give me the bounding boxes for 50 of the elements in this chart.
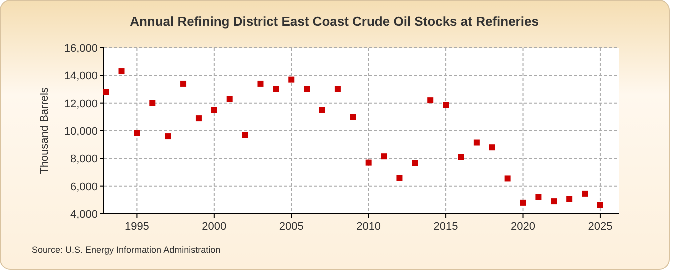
y-tick-label: 6,000: [70, 181, 98, 194]
x-tick-label: 2000: [202, 221, 227, 233]
point: [350, 114, 356, 120]
point: [428, 98, 434, 104]
point: [118, 68, 125, 75]
y-tick-label: 14,000: [64, 70, 98, 83]
y-tick-label: 12,000: [64, 98, 98, 110]
point: [211, 107, 218, 114]
point: [396, 175, 403, 182]
y-axis-title: Thousand Barrels: [39, 87, 51, 174]
point: [242, 132, 248, 138]
point: [150, 100, 156, 106]
x-tick-label: 2005: [279, 221, 304, 233]
point: [412, 160, 418, 167]
point: [474, 140, 480, 146]
point: [520, 200, 526, 206]
point: [504, 176, 511, 182]
point: [334, 86, 341, 92]
x-tick-label: 2025: [588, 221, 613, 233]
point: [489, 144, 496, 151]
x-tick-label: 2020: [511, 221, 536, 233]
point: [458, 154, 464, 160]
point: [566, 196, 573, 202]
point: [366, 160, 372, 166]
point: [180, 80, 187, 87]
x-tick-label: 1995: [124, 221, 150, 233]
source-note: Source: U.S. Energy Information Administration: [32, 245, 221, 255]
x-tick-label: 2010: [356, 221, 382, 233]
point: [196, 116, 202, 122]
y-tick-label: 8,000: [70, 154, 98, 166]
point: [288, 76, 295, 83]
point: [304, 86, 310, 92]
point: [443, 102, 450, 108]
point: [165, 134, 172, 140]
point: [597, 202, 604, 208]
point: [551, 198, 558, 205]
y-tick-label: 10,000: [64, 126, 98, 138]
point: [226, 96, 233, 102]
point: [320, 107, 326, 114]
point: [258, 80, 264, 87]
chart-title: Annual Refining District East Coast Crude Oil Stocks at Refineries: [130, 14, 539, 29]
point: [582, 190, 588, 197]
point: [381, 154, 388, 160]
y-tick-label: 16,000: [64, 43, 98, 55]
point: [134, 130, 140, 136]
x-tick-label: 2015: [434, 221, 458, 233]
point: [273, 86, 280, 92]
point: [536, 194, 542, 200]
point: [103, 89, 110, 96]
y-tick-label: 4,000: [70, 209, 98, 221]
